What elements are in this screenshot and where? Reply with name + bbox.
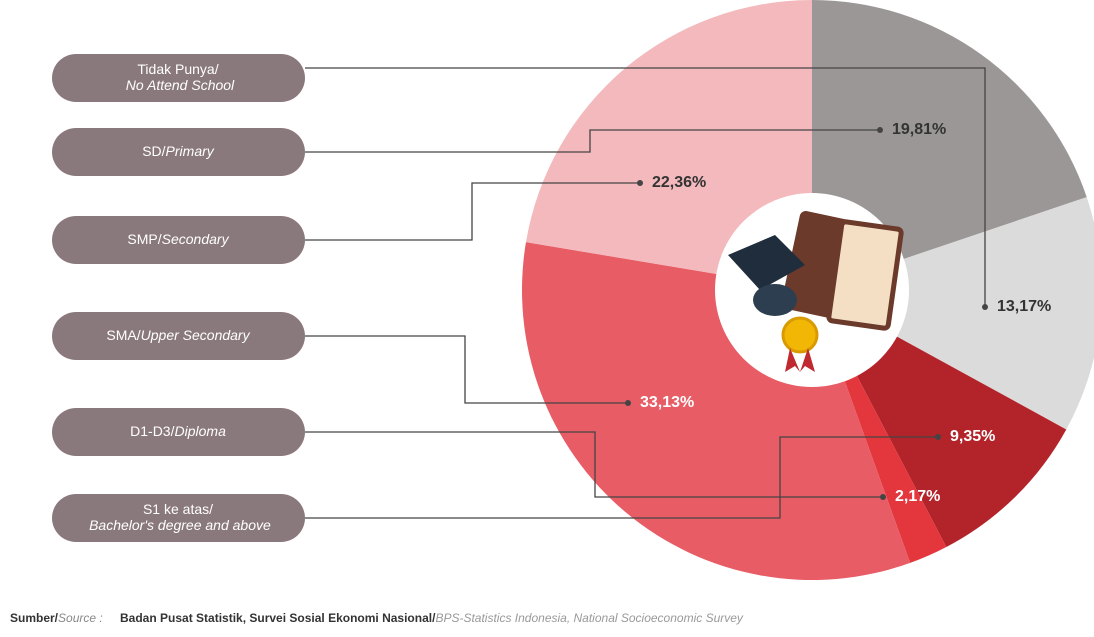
slice — [525, 0, 812, 290]
slice — [812, 197, 1094, 430]
leader-line — [305, 182, 640, 241]
leader-dot — [880, 494, 886, 500]
value-label: 22,36% — [652, 174, 706, 191]
category-label: Tidak Punya/ No Attend School — [122, 61, 235, 93]
label-box — [52, 54, 305, 102]
label-box — [52, 494, 305, 542]
leader-dot — [935, 434, 941, 440]
source: Badan Pusat Statistik, Survei Sosial Eko… — [120, 611, 744, 625]
label-box — [52, 216, 305, 264]
illustration — [728, 210, 904, 372]
source-label: Sumber/Source : — [10, 611, 103, 625]
category-label: SMP/Secondary — [127, 231, 229, 247]
category-label: SMA/Upper Secondary — [106, 327, 250, 343]
value-label: 2,17% — [895, 488, 940, 505]
category-label: D1-D3/Diploma — [130, 423, 226, 439]
category-label: S1 ke atas/ Bachelor's degree and above — [85, 501, 271, 533]
label-box — [52, 312, 305, 360]
leader-line — [305, 436, 938, 519]
leader-dot — [877, 127, 883, 133]
leader-dot — [637, 180, 643, 186]
leader-dot — [982, 304, 988, 310]
leader-line — [305, 67, 986, 307]
value-label: 33,13% — [640, 394, 694, 411]
value-label: 9,35% — [950, 428, 995, 445]
leader-line — [305, 129, 880, 153]
leader-line — [305, 431, 883, 498]
leader-dot — [625, 400, 631, 406]
label-box — [52, 408, 305, 456]
value-label: 19,81% — [892, 121, 946, 138]
label-box — [52, 128, 305, 176]
slice — [812, 0, 1087, 290]
value-label: 13,17% — [997, 298, 1051, 315]
category-label: SD/Primary — [142, 143, 215, 159]
leader-line — [305, 335, 628, 404]
